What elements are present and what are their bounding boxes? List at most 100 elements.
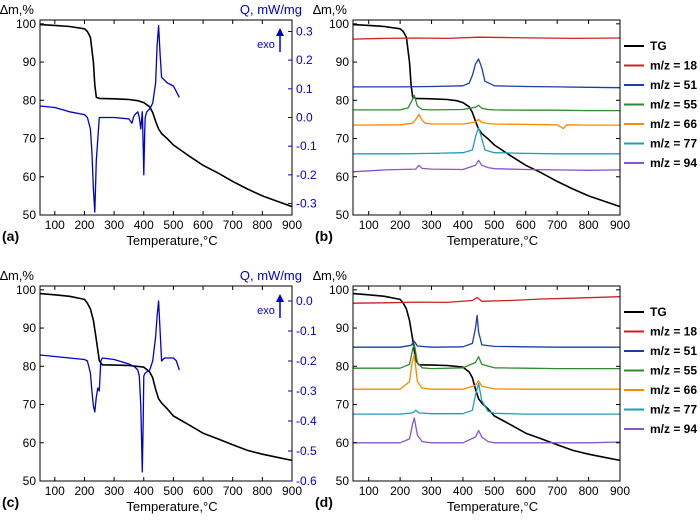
y2-tick-label: -0.4 (296, 414, 317, 428)
exo-arrowhead-icon (276, 28, 284, 36)
y-tick-label: 80 (23, 93, 37, 107)
series-m-z-18-line (353, 296, 620, 304)
legend-label-m-z-55: m/z = 55 (650, 98, 697, 112)
legend-label-m-z-51: m/z = 51 (650, 344, 697, 358)
legend-label-m-z-51: m/z = 51 (650, 78, 697, 92)
x-tick-label: 400 (134, 218, 154, 232)
x-tick-label: 100 (45, 484, 65, 498)
x-tick-label: 300 (422, 484, 442, 498)
series-m-z-55-line (353, 94, 620, 112)
legend-label-m-z-77: m/z = 77 (650, 137, 697, 151)
y2-tick-label: -0.2 (296, 354, 317, 368)
y-tick-label: 70 (336, 132, 350, 146)
x-tick-label: 300 (422, 218, 442, 232)
y2-tick-label: 0.1 (296, 82, 313, 96)
x-tick-label: 200 (390, 484, 410, 498)
panel-label: (d) (315, 494, 333, 510)
legend-label-m-z-66: m/z = 66 (650, 383, 697, 397)
series-tg-line (40, 23, 292, 208)
y-tick-label: 50 (336, 208, 350, 222)
y-tick-label: 70 (336, 398, 350, 412)
exo-label: exo (257, 39, 275, 51)
x-tick-label: 800 (579, 484, 599, 498)
series-group (353, 23, 620, 208)
plot-frame (352, 285, 621, 482)
y2-tick-label: -0.5 (296, 444, 317, 458)
y-tick-label: 80 (336, 359, 350, 373)
x-tick-label: 500 (484, 218, 504, 232)
series-m-z-77-line (353, 127, 620, 155)
y-tick-label: 100 (329, 17, 349, 31)
x-tick-label: 700 (223, 218, 243, 232)
x-tick-label: 200 (74, 484, 94, 498)
panel-d: 100 200 300 400 500 600 700 800 900 50 60 70 80 90 100… (313, 268, 697, 514)
y2-tick-label: 0.0 (296, 111, 313, 125)
y2-tick-label: -0.3 (296, 197, 317, 211)
y-axis-label: ∆m,% (313, 2, 347, 17)
series-group (40, 292, 292, 473)
series-m-z-51-line (353, 58, 620, 89)
y-tick-label: 50 (23, 474, 37, 488)
y-axis-label: ∆m,% (0, 268, 34, 283)
series-dsc-line (40, 300, 180, 473)
panel-label: (a) (2, 228, 19, 244)
x-tick-label: 700 (547, 484, 567, 498)
x-tick-label: 900 (282, 218, 302, 232)
y2-axis-label: Q, mW/mg (240, 268, 302, 283)
x-tick-label: 600 (193, 218, 213, 232)
y-tick-label: 80 (336, 93, 350, 107)
series-tg-line (353, 23, 620, 208)
panel-a: 100 200 300 400 500 600 700 800 900 50 60 70 80 90 100… (0, 2, 317, 248)
y2-axis-label: Q, mW/mg (240, 2, 302, 17)
y-tick-label: 100 (16, 283, 36, 297)
legend-label-m-z-66: m/z = 66 (650, 117, 697, 131)
y-tick-label: 60 (336, 170, 350, 184)
y2-tick-label: -0.6 (296, 474, 317, 488)
y-tick-label: 70 (23, 398, 37, 412)
panel-c: 100 200 300 400 500 600 700 800 900 50 60 70 80 90 100… (0, 268, 317, 514)
series-m-z-51-line (353, 314, 620, 348)
x-tick-label: 600 (193, 484, 213, 498)
x-tick-label: 600 (516, 218, 536, 232)
series-m-z-18-line (353, 36, 620, 40)
x-tick-label: 300 (104, 484, 124, 498)
series-m-z-55-line (353, 343, 620, 370)
y2-tick-label: -0.1 (296, 139, 317, 153)
x-tick-label: 500 (163, 218, 183, 232)
x-tick-label: 400 (134, 484, 154, 498)
legend-label-m-z-94: m/z = 94 (650, 422, 697, 436)
x-tick-label: 800 (252, 218, 272, 232)
x-axis-label: Temperature,°C (447, 499, 538, 514)
x-tick-label: 900 (282, 484, 302, 498)
legend-label-tg: TG (650, 39, 667, 53)
x-tick-label: 600 (516, 484, 536, 498)
series-m-z-94-line (353, 417, 620, 444)
legend-label-m-z-18: m/z = 18 (650, 59, 697, 73)
y-tick-label: 60 (336, 436, 350, 450)
y-tick-label: 100 (329, 283, 349, 297)
plot-frame (39, 19, 293, 216)
series-tg-line (353, 292, 620, 462)
legend-label-m-z-77: m/z = 77 (650, 403, 697, 417)
x-tick-label: 400 (453, 218, 473, 232)
y-tick-label: 60 (23, 436, 37, 450)
x-tick-label: 900 (610, 484, 630, 498)
x-tick-label: 100 (359, 218, 379, 232)
legend-label-m-z-94: m/z = 94 (650, 156, 697, 170)
x-tick-label: 500 (484, 484, 504, 498)
x-axis-label: Temperature,°C (447, 233, 538, 248)
panel-label: (b) (315, 228, 333, 244)
y-axis-label: ∆m,% (0, 2, 34, 17)
series-m-z-94-line (353, 159, 620, 173)
x-tick-label: 500 (163, 484, 183, 498)
x-tick-label: 200 (390, 218, 410, 232)
panel-b: 100 200 300 400 500 600 700 800 900 50 60 70 80 90 100… (313, 2, 697, 248)
y-tick-label: 100 (16, 17, 36, 31)
x-tick-label: 900 (610, 218, 630, 232)
exo-label: exo (257, 305, 275, 317)
y2-tick-label: -0.1 (296, 324, 317, 338)
plot-frame (352, 19, 621, 216)
y2-tick-label: 0.2 (296, 53, 313, 67)
panel-label: (c) (2, 494, 19, 510)
